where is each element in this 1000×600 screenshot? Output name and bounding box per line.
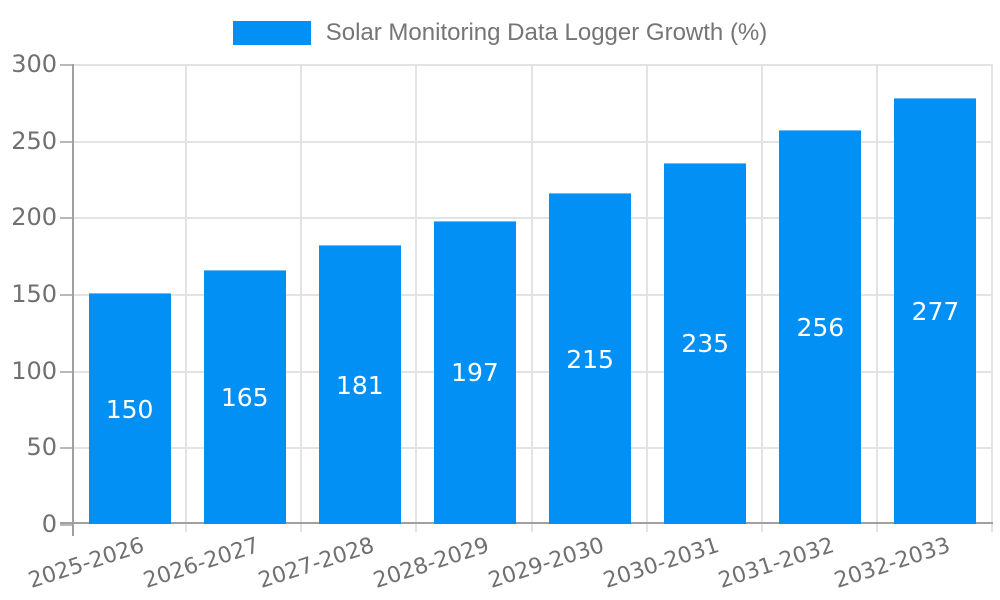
x-tick-label: 2029-2030 (485, 533, 608, 594)
x-tick-label: 2031-2032 (715, 533, 838, 594)
gridline-vertical (991, 64, 993, 532)
gridline-horizontal (72, 294, 993, 296)
bar-2026-2027[interactable]: 165 (203, 270, 286, 524)
gridline-vertical (185, 64, 188, 532)
y-tick-label: 0 (41, 510, 57, 538)
y-tick-label: 200 (11, 203, 57, 232)
y-axis-tick (60, 140, 72, 143)
y-tick-label: 300 (11, 50, 57, 78)
bar-2027-2028[interactable]: 181 (318, 245, 401, 524)
bar-2030-2031[interactable]: 235 (664, 162, 747, 524)
bar-value-label: 165 (220, 383, 269, 412)
y-axis-tick (60, 524, 72, 526)
gridline-horizontal (72, 64, 993, 66)
x-tick-label: 2025-2026 (25, 533, 147, 594)
gridline-horizontal (72, 447, 993, 450)
gridline-vertical (530, 64, 533, 532)
bar-value-label: 256 (796, 313, 845, 343)
bar-2032-2033[interactable]: 277 (894, 98, 977, 524)
bar-2029-2030[interactable]: 215 (549, 193, 632, 524)
legend-label: Solar Monitoring Data Logger Growth (%) (325, 19, 768, 46)
bar-2025-2026[interactable]: 150 (88, 293, 171, 524)
y-tick-label: 250 (11, 126, 57, 155)
y-axis-tick (60, 447, 72, 450)
y-axis-tick (60, 217, 72, 220)
y-axis-line (72, 64, 74, 536)
y-tick-label: 150 (11, 280, 57, 308)
bar-2028-2029[interactable]: 197 (433, 220, 516, 524)
plot-area: 0 50 100 150 200 250 300 150 2025-2026 165 2026-20… (11, 52, 993, 594)
bar-value-label: 181 (335, 370, 384, 400)
y-tick-label: 50 (26, 433, 57, 462)
gridline-horizontal (72, 217, 993, 220)
x-tick-label: 2028-2029 (370, 533, 493, 594)
x-tick-label: 2027-2028 (255, 533, 378, 594)
gridline-vertical (300, 64, 303, 532)
gridline-vertical (875, 64, 878, 532)
bar-value-label: 235 (681, 329, 730, 359)
bar-value-label: 277 (911, 297, 960, 327)
y-tick-label: 100 (11, 356, 57, 385)
chart-legend[interactable]: Solar Monitoring Data Logger Growth (%) (0, 20, 1000, 46)
y-axis-tick (60, 370, 72, 373)
x-tick-label: 2032-2033 (831, 533, 953, 594)
y-axis-tick (60, 294, 72, 296)
bar-value-label: 150 (105, 394, 154, 424)
x-tick-label: 2030-2031 (600, 533, 723, 594)
bar-value-label: 197 (451, 358, 499, 388)
bar-2031-2032[interactable]: 256 (779, 130, 862, 524)
gridline-vertical (760, 64, 763, 532)
gridline-vertical (645, 64, 648, 532)
y-axis-tick (60, 64, 72, 66)
gridline-vertical (415, 64, 418, 532)
legend-swatch (232, 21, 311, 45)
gridline-horizontal (72, 140, 993, 143)
x-axis-line (60, 522, 993, 524)
gridline-horizontal (72, 370, 993, 373)
bar-value-label: 215 (566, 344, 614, 374)
x-tick-label: 2026-2027 (140, 533, 263, 594)
